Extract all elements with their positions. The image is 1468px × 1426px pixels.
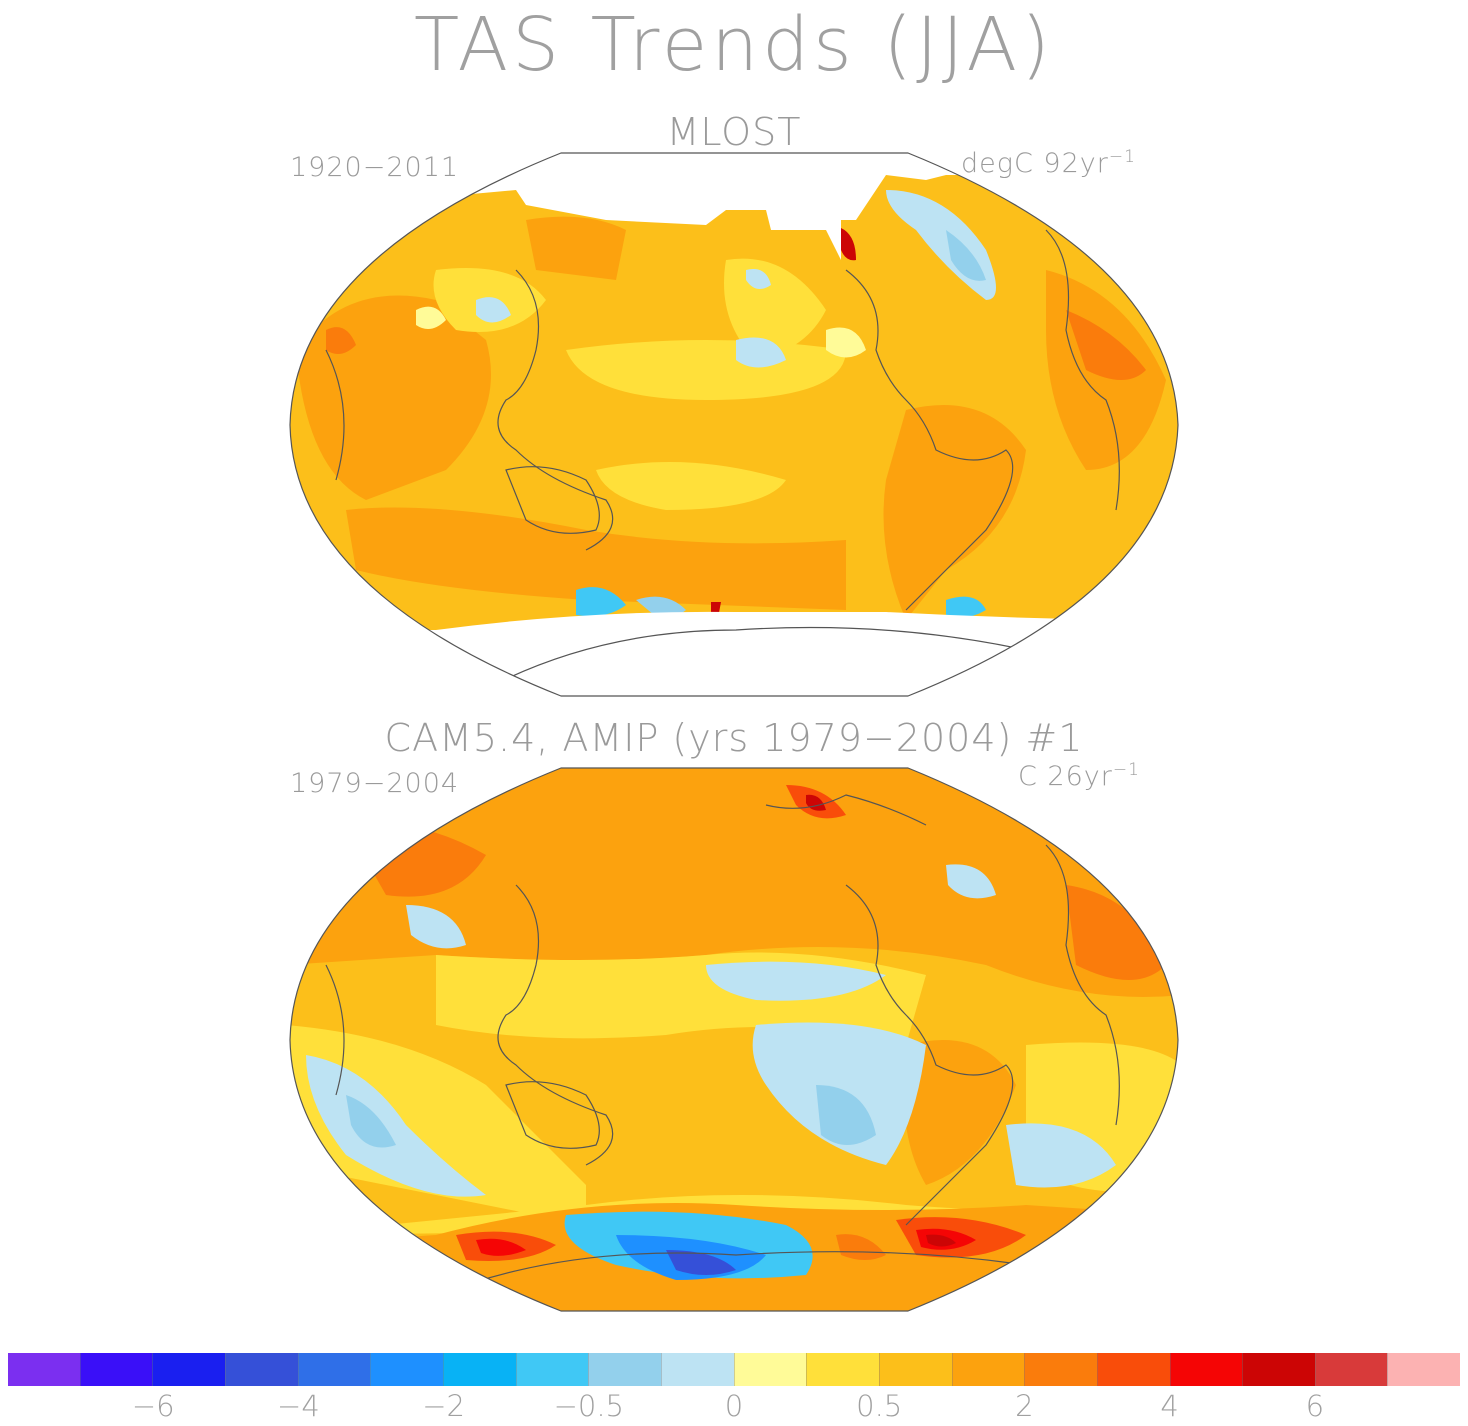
colorbar-swatch xyxy=(1387,1353,1461,1386)
colorbar-swatch xyxy=(442,1353,516,1386)
colorbar-swatch xyxy=(588,1353,661,1386)
colorbar-tick-label: 6 xyxy=(1305,1389,1325,1423)
colorbar-swatch xyxy=(1314,1353,1388,1386)
colorbar-swatch xyxy=(79,1353,153,1386)
map1-mlost xyxy=(289,152,1179,697)
colorbar-tick-label: −0.5 xyxy=(553,1389,625,1423)
colorbar-swatch xyxy=(1096,1353,1170,1386)
colorbar-swatch xyxy=(951,1353,1025,1386)
map2-title: CAM5.4, AMIP (yrs 1979−2004) #1 xyxy=(384,716,1084,760)
colorbar-tick-label: −6 xyxy=(131,1389,175,1423)
colorbar-swatch xyxy=(806,1353,879,1386)
colorbar-swatch xyxy=(1242,1353,1315,1386)
colorbar-swatch xyxy=(297,1353,371,1386)
main-title: TAS Trends (JJA) xyxy=(414,2,1054,88)
map1-units: degC 92yr−1 xyxy=(961,147,1136,179)
colorbar-tick-label: 0 xyxy=(724,1389,744,1423)
colorbar-swatch xyxy=(1024,1353,1097,1386)
colorbar-swatch xyxy=(660,1353,734,1386)
colorbar-swatch xyxy=(8,1353,80,1386)
colorbar-tick-label: −2 xyxy=(422,1389,465,1423)
map1-period: 1920−2011 xyxy=(290,152,460,183)
colorbar-tick-label: 2 xyxy=(1015,1389,1034,1423)
map2-units: C 26yr−1 xyxy=(1018,760,1140,792)
colorbar-swatch xyxy=(224,1353,298,1386)
colorbar-tick-label: 0.5 xyxy=(856,1389,903,1423)
map2-cam54-amip xyxy=(289,767,1179,1312)
colorbar-swatch xyxy=(152,1353,225,1386)
colorbar xyxy=(8,1353,1461,1386)
colorbar-tick-label: 4 xyxy=(1160,1389,1179,1423)
colorbar-swatch xyxy=(515,1353,589,1386)
map2-period: 1979−2004 xyxy=(290,768,460,799)
colorbar-tick-label: −4 xyxy=(277,1389,320,1423)
colorbar-swatch xyxy=(1169,1353,1243,1386)
map1-title: MLOST xyxy=(666,110,802,154)
colorbar-swatch xyxy=(370,1353,443,1386)
colorbar-swatch xyxy=(733,1353,807,1386)
colorbar-swatch xyxy=(878,1353,952,1386)
